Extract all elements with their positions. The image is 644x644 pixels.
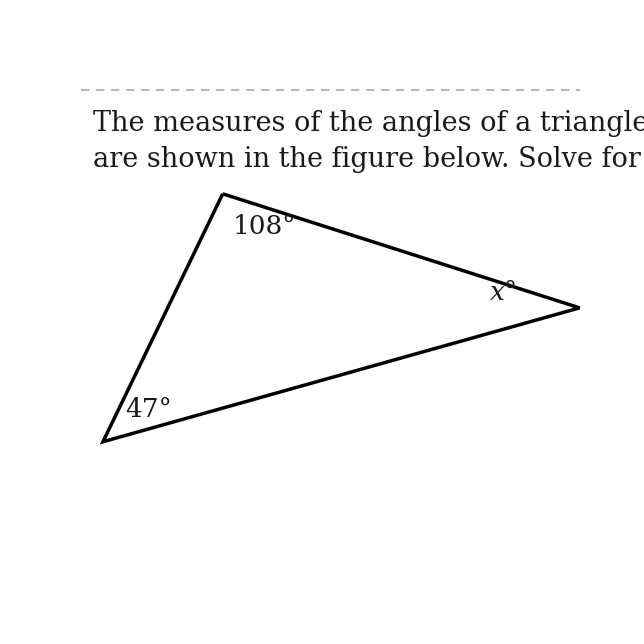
Text: 47°: 47° [126,397,172,422]
Text: 108°: 108° [232,214,296,239]
Text: The measures of the angles of a triangle
are shown in the figure below. Solve fo: The measures of the angles of a triangle… [93,109,644,173]
Text: x°: x° [489,281,518,305]
